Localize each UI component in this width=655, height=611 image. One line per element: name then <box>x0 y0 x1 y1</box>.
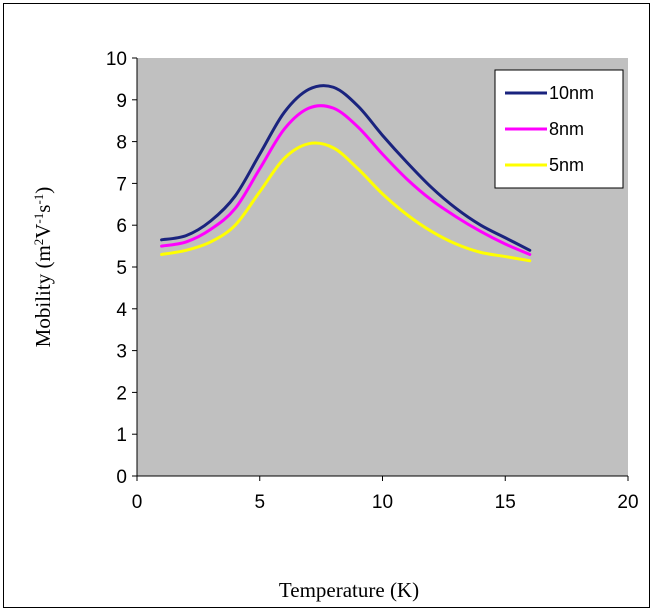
y-tick-label: 5 <box>116 258 127 279</box>
x-tick-label: 20 <box>617 492 638 513</box>
series-line-10nm <box>160 84 532 252</box>
y-axis-title-part: V <box>31 224 55 239</box>
y-axis-title-sup: -1 <box>31 213 46 224</box>
y-tick-label: 4 <box>116 300 127 321</box>
x-tick-label: 10 <box>372 492 393 513</box>
legend-label: 8nm <box>549 119 584 139</box>
x-tick-label: 0 <box>132 492 143 513</box>
y-axis-title-part: s <box>31 205 55 213</box>
y-axis-title: Mobility (m2V-1s-1) <box>31 187 56 348</box>
series-layer <box>160 84 532 263</box>
y-tick-label: 0 <box>116 467 127 488</box>
legend-label: 5nm <box>549 155 584 175</box>
legend-label: 10nm <box>549 83 594 103</box>
y-axis-title-sup: 2 <box>31 239 46 246</box>
y-tick-label: 10 <box>106 49 127 70</box>
y-tick-label: 6 <box>116 216 127 237</box>
y-axis-title-part: ) <box>31 187 55 194</box>
series-line-8nm <box>160 104 532 256</box>
y-tick-label: 8 <box>116 133 127 154</box>
y-tick-label: 3 <box>116 342 127 363</box>
y-tick-label: 2 <box>116 383 127 404</box>
legend: 10nm 8nm 5nm <box>494 69 624 189</box>
series-line-5nm <box>160 141 532 263</box>
x-tick-label: 5 <box>254 492 265 513</box>
x-tick-label: 15 <box>495 492 516 513</box>
y-axis-title-sup: -1 <box>31 194 46 205</box>
axes: 0 1 2 3 4 5 6 7 8 9 10 0 5 10 15 20 <box>106 49 639 513</box>
y-tick-label: 7 <box>116 174 127 195</box>
y-tick-label: 1 <box>116 425 127 446</box>
y-tick-label: 9 <box>116 91 127 112</box>
y-axis-title-part: Mobility (m <box>31 245 55 347</box>
x-axis-title: Temperature (K) <box>279 578 419 602</box>
